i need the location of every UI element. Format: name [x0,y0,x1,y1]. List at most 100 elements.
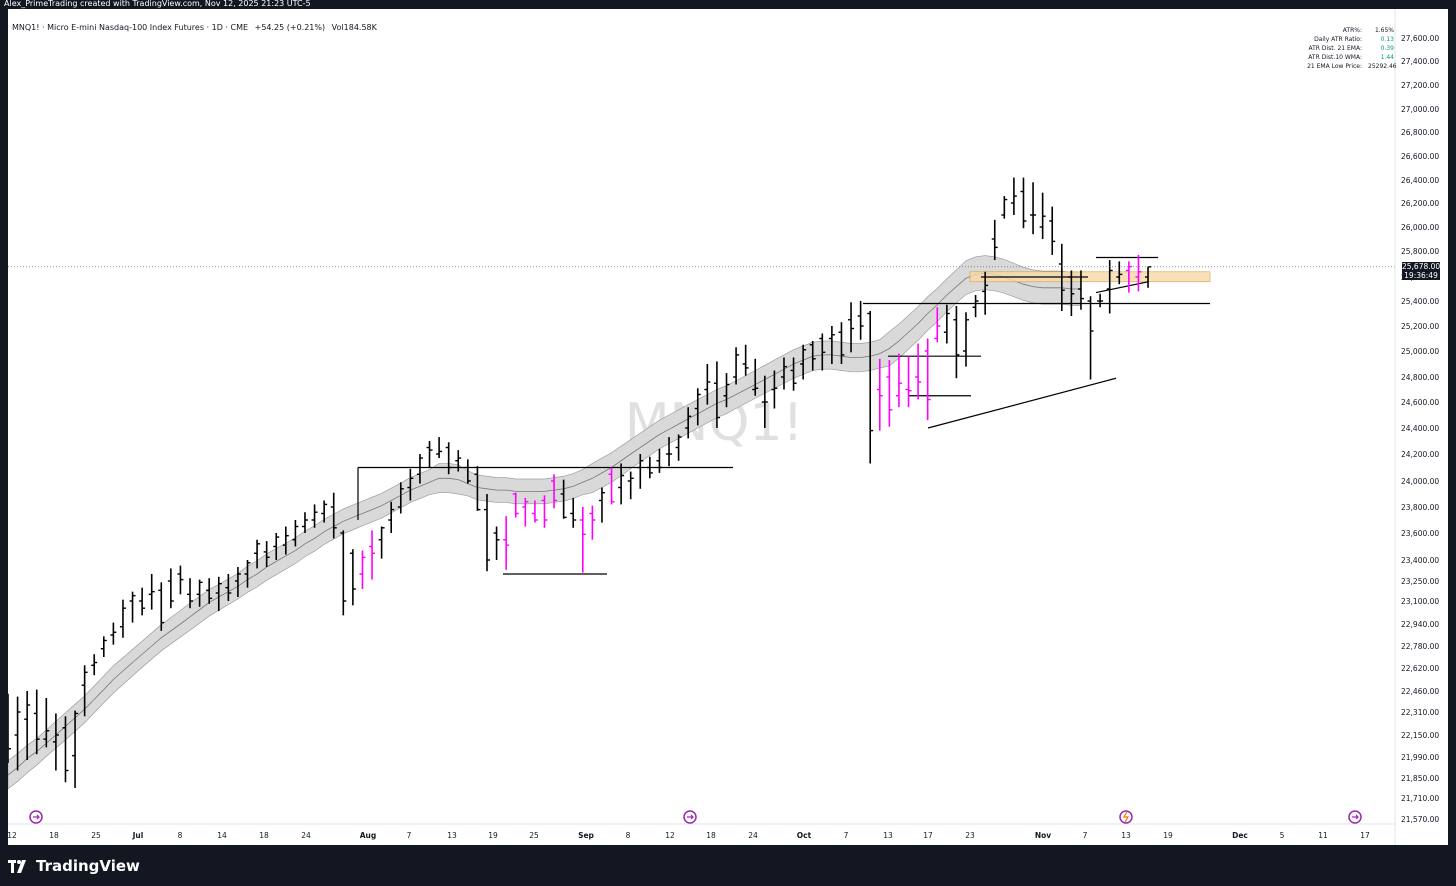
ohlc-bar [838,322,845,364]
price-tick-label: 22,150.00 [1401,731,1439,740]
ohlc-bar [1097,293,1104,308]
ohlc-bar [100,636,107,657]
ohlc-bar [129,591,136,623]
atr-row: ATR%: 1.65% [1300,26,1394,35]
time-tick-label: Sep [578,831,594,840]
ema-center-line [8,272,1081,776]
atr-value: 0.13 [1380,36,1394,43]
ohlc-bar [215,576,222,612]
ohlc-bar [742,344,749,376]
time-tick-label: Dec [1232,831,1248,840]
price-tick-label: 24,400.00 [1401,424,1439,433]
ohlc-bar [694,388,701,426]
ohlc-bar [570,497,577,528]
time-tick-label: 13 [1121,831,1131,840]
ohlc-bar [225,574,232,601]
ohlc-bar [934,307,941,343]
ohlc-bar [819,333,826,371]
time-tick-label: 8 [178,831,183,840]
ohlc-bar [560,479,567,519]
time-tick-label: 12 [665,831,675,840]
price-bars [8,177,1152,788]
ohlc-bar [522,497,529,527]
ohlc-bar [24,691,31,760]
time-tick-label: Jul [132,831,144,840]
tradingview-logo[interactable]: TradingView [8,857,140,875]
ohlc-bar [340,530,347,616]
price-tick-label: 23,600.00 [1401,529,1439,538]
symbol-header[interactable]: MNQ1! · Micro E-mini Nasdaq-100 Index Fu… [12,23,377,32]
price-tick-label: 26,600.00 [1401,152,1439,161]
price-tick-label: 22,620.00 [1401,664,1439,673]
price-axis[interactable]: 27,600.00 27,400.00 27,200.00 27,000.00 26,8… [1401,34,1439,824]
event-marker-icon[interactable] [683,810,697,824]
event-marker-icon[interactable] [1348,810,1362,824]
ohlc-bar [426,441,433,468]
time-axis[interactable]: 12 18 25 Jul 8 14 18 24 Aug 7 13 19 25 Sep 8 12 18 24 Oct 7… [8,831,1370,840]
chart-canvas[interactable]: MNQ1! 27,600.00 27,400.00 27,200.00 27,000.… [8,9,1448,845]
time-tick-label: 11 [1318,831,1328,840]
atr-row: 21 EMA Low Price: 25292.46 [1300,62,1397,71]
ohlc-bar [1030,182,1037,235]
time-tick-label: 25 [529,831,539,840]
ohlc-bar [455,450,462,472]
time-tick-label: 7 [1083,831,1088,840]
ohlc-bar [857,301,864,340]
ohlc-bar [282,526,289,555]
price-tick-label: 26,000.00 [1401,223,1439,232]
ohlc-bar [311,504,318,528]
ohlc-bar [915,343,922,400]
ohlc-bar [484,494,490,572]
ohlc-bar [1135,254,1142,292]
ohlc-bar [158,582,165,631]
ohlc-bar [905,356,912,408]
time-tick-label: 14 [217,831,227,840]
ohlc-bar [895,353,902,408]
event-marker-icon[interactable] [29,810,43,824]
brand-name: TradingView [36,857,140,875]
time-tick-label: 19 [488,831,498,840]
ohlc-bar [943,304,950,344]
price-tick-label: 27,200.00 [1401,81,1439,90]
price-tick-label: 25,200.00 [1401,322,1439,331]
ohlc-bar [982,271,989,315]
ohlc-bar [752,358,759,396]
ohlc-bar [14,696,21,771]
ohlc-bar [369,530,376,580]
ohlc-bar [666,437,673,467]
price-tick-label: 27,000.00 [1401,105,1439,114]
ohlc-bar [196,579,203,607]
ohlc-bar [761,375,768,428]
time-tick-label: 7 [407,831,412,840]
ohlc-bar [349,549,356,606]
ohlc-bar [33,689,40,755]
price-tick-label: 26,200.00 [1401,199,1439,208]
ohlc-bar [397,482,404,514]
price-tick-label: 21,850.00 [1401,774,1439,783]
ohlc-bar [1010,177,1017,215]
ohlc-bar [1068,270,1075,316]
ohlc-bar [656,448,663,473]
ohlc-bar [263,541,270,567]
atr-row: ATR Dist.10 WMA: 1.44 [1300,53,1394,62]
ohlc-bar [1116,261,1123,285]
price-tick-label: 23,800.00 [1401,503,1439,512]
time-tick-label: 18 [49,831,59,840]
chart-svg[interactable]: MNQ1! 27,600.0027,400.0027,200.0027,000.… [8,9,1448,845]
price-tick-label: 27,600.00 [1401,34,1439,43]
ohlc-bar [321,500,328,523]
symbol-description[interactable]: MNQ1! · Micro E-mini Nasdaq-100 Index Fu… [12,23,249,32]
price-tick-label: 24,000.00 [1401,477,1439,486]
ohlc-bar [503,516,510,570]
atr-value: 0.39 [1380,45,1394,52]
price-tick-label: 21,710.00 [1401,794,1439,803]
ohlc-bar [139,587,146,616]
ohlc-bar [1049,206,1056,255]
top-bar: Alex_PrimeTrading created with TradingVi… [0,0,1456,9]
ohlc-bar [119,599,126,638]
ohlc-bar [589,505,596,540]
earnings-flash-icon[interactable] [1119,810,1133,824]
ohlc-bar [713,361,720,428]
ohlc-bar [531,500,538,523]
ohlc-bar [62,716,69,783]
